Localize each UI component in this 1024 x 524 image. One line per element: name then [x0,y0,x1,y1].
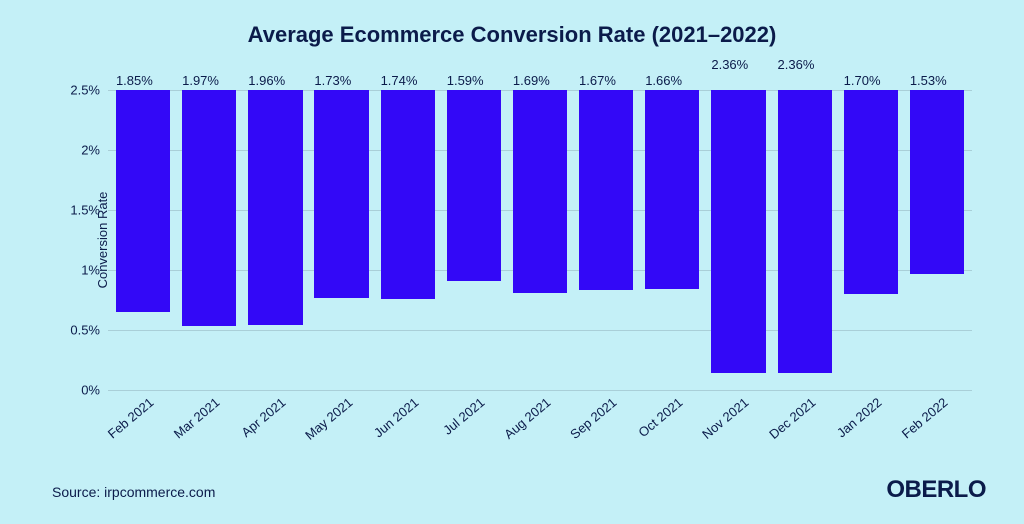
x-tick-label: Aug 2021 [501,395,553,442]
bar [182,90,236,326]
x-tick-label: Sep 2021 [567,395,619,442]
bar-slot: 1.69%Aug 2021 [507,90,573,390]
x-tick-label: Feb 2022 [899,395,951,442]
bar-value-label: 1.96% [248,73,285,88]
bar-slot: 1.73%May 2021 [308,90,374,390]
y-tick-label: 1% [81,263,100,278]
bar [513,90,567,293]
bars-container: 1.85%Feb 20211.97%Mar 20211.96%Apr 20211… [108,90,972,390]
bar-value-label: 1.73% [314,73,351,88]
x-tick-label: Nov 2021 [700,395,752,442]
plot-area: Conversion Rate 1.85%Feb 20211.97%Mar 20… [108,90,972,390]
bar-value-label: 1.74% [381,73,418,88]
bar-value-label: 1.66% [645,73,682,88]
source-text: Source: irpcommerce.com [52,484,215,500]
x-tick-label: Dec 2021 [766,395,818,442]
bar [116,90,170,312]
gridline [108,390,972,391]
bar-slot: 2.36%Dec 2021 [772,90,838,390]
bar-slot: 1.85%Feb 2021 [110,90,176,390]
x-tick-label: May 2021 [302,395,355,443]
bar [447,90,501,281]
bar [248,90,302,325]
x-tick-label: Jan 2022 [834,395,885,441]
bar-value-label: 1.67% [579,73,616,88]
y-tick-label: 0% [81,383,100,398]
bar-value-label: 2.36% [778,57,815,72]
bar-slot: 2.36%Nov 2021 [705,90,771,390]
bar [778,90,832,373]
y-tick-label: 1.5% [70,203,100,218]
chart-canvas: Average Ecommerce Conversion Rate (2021–… [0,0,1024,524]
y-tick-label: 2.5% [70,83,100,98]
bar [381,90,435,299]
bar-slot: 1.74%Jun 2021 [375,90,441,390]
bar-slot: 1.67%Sep 2021 [573,90,639,390]
bar-slot: 1.97%Mar 2021 [176,90,242,390]
bar [844,90,898,294]
y-tick-label: 2% [81,143,100,158]
bar-slot: 1.70%Jan 2022 [838,90,904,390]
bar-slot: 1.66%Oct 2021 [639,90,705,390]
bar-value-label: 1.85% [116,73,153,88]
bar-slot: 1.96%Apr 2021 [242,90,308,390]
x-tick-label: Mar 2021 [171,395,223,442]
x-tick-label: Oct 2021 [636,395,686,440]
x-tick-label: Jun 2021 [371,395,422,441]
bar-value-label: 1.70% [844,73,881,88]
x-tick-label: Jul 2021 [440,395,487,438]
bar-value-label: 1.59% [447,73,484,88]
bar [645,90,699,289]
bar-value-label: 1.69% [513,73,550,88]
bar [910,90,964,274]
y-tick-label: 0.5% [70,323,100,338]
brand-logo: OBERLO [886,476,986,504]
bar-value-label: 2.36% [711,57,748,72]
bar-slot: 1.53%Feb 2022 [904,90,970,390]
bar-slot: 1.59%Jul 2021 [441,90,507,390]
bar [579,90,633,290]
bar [314,90,368,298]
chart-title: Average Ecommerce Conversion Rate (2021–… [0,22,1024,48]
bar-value-label: 1.97% [182,73,219,88]
x-tick-label: Apr 2021 [239,395,289,440]
x-tick-label: Feb 2021 [105,395,157,442]
bar-value-label: 1.53% [910,73,947,88]
bar [711,90,765,373]
